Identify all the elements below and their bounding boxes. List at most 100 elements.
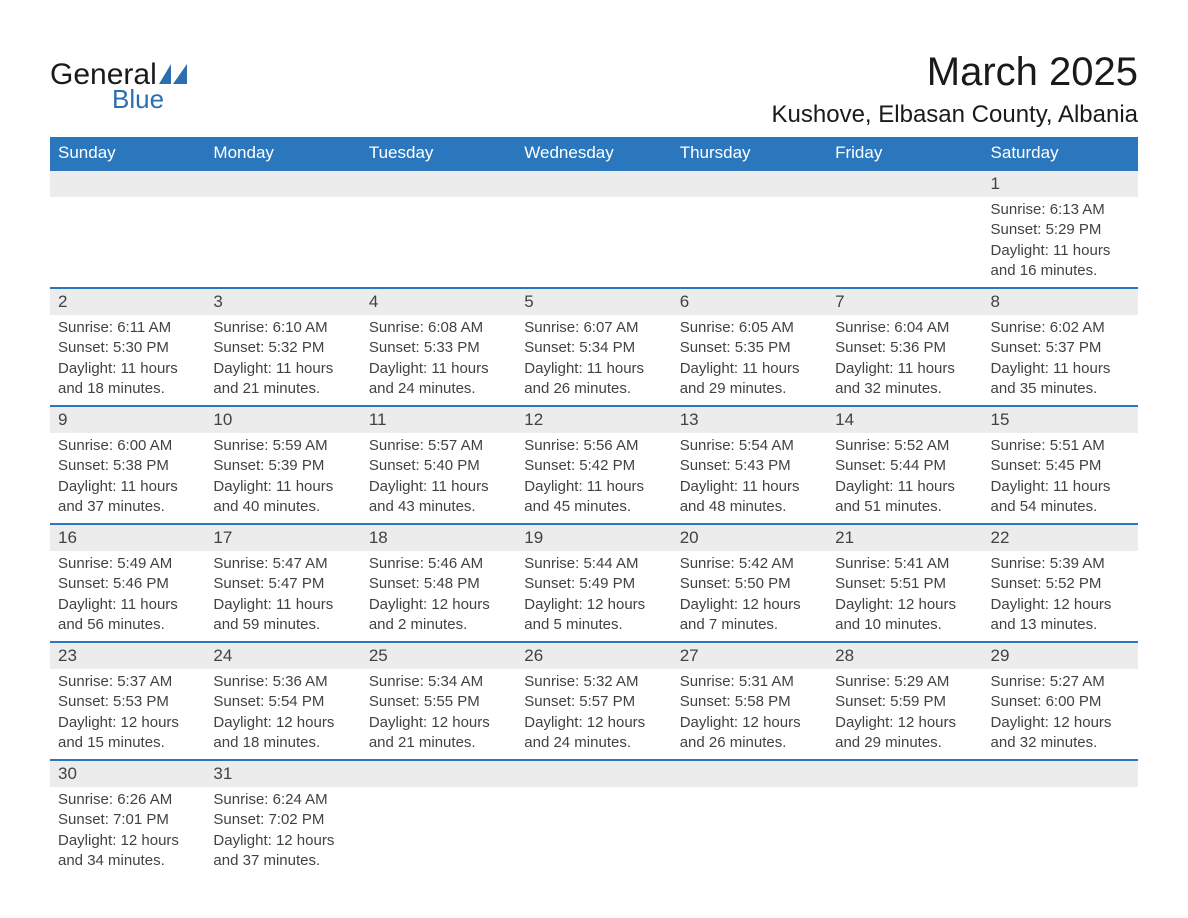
day-number: 7 xyxy=(827,289,982,315)
sunrise-text: Sunrise: 5:51 AM xyxy=(991,436,1130,456)
sunset-text: Sunset: 5:29 PM xyxy=(991,220,1130,240)
calendar-cell: 1Sunrise: 6:13 AMSunset: 5:29 PMDaylight… xyxy=(983,170,1138,288)
calendar-cell: 24Sunrise: 5:36 AMSunset: 5:54 PMDayligh… xyxy=(205,642,360,760)
sunset-text: Sunset: 5:45 PM xyxy=(991,456,1130,476)
day-details: Sunrise: 5:59 AMSunset: 5:39 PMDaylight:… xyxy=(205,433,360,523)
sunset-text: Sunset: 5:43 PM xyxy=(680,456,819,476)
day-number xyxy=(50,171,205,197)
page-title: March 2025 xyxy=(772,50,1138,95)
day-number: 18 xyxy=(361,525,516,551)
day-details: Sunrise: 5:56 AMSunset: 5:42 PMDaylight:… xyxy=(516,433,671,523)
day-details xyxy=(205,197,360,206)
sunrise-text: Sunrise: 6:07 AM xyxy=(524,318,663,338)
day-details: Sunrise: 6:13 AMSunset: 5:29 PMDaylight:… xyxy=(983,197,1138,287)
calendar-week-row: 9Sunrise: 6:00 AMSunset: 5:38 PMDaylight… xyxy=(50,406,1138,524)
day-number: 11 xyxy=(361,407,516,433)
day-details xyxy=(516,197,671,206)
day-number xyxy=(672,171,827,197)
day-number xyxy=(827,171,982,197)
calendar-cell: 21Sunrise: 5:41 AMSunset: 5:51 PMDayligh… xyxy=(827,524,982,642)
calendar-week-row: 1Sunrise: 6:13 AMSunset: 5:29 PMDaylight… xyxy=(50,170,1138,288)
daylight-text: Daylight: 11 hours and 26 minutes. xyxy=(524,359,663,400)
day-details: Sunrise: 5:47 AMSunset: 5:47 PMDaylight:… xyxy=(205,551,360,641)
sunrise-text: Sunrise: 6:13 AM xyxy=(991,200,1130,220)
calendar-cell: 8Sunrise: 6:02 AMSunset: 5:37 PMDaylight… xyxy=(983,288,1138,406)
sunset-text: Sunset: 6:00 PM xyxy=(991,692,1130,712)
daylight-text: Daylight: 12 hours and 21 minutes. xyxy=(369,713,508,754)
day-number xyxy=(672,761,827,787)
day-number: 22 xyxy=(983,525,1138,551)
calendar-cell xyxy=(827,170,982,288)
sunrise-text: Sunrise: 5:32 AM xyxy=(524,672,663,692)
sunset-text: Sunset: 5:33 PM xyxy=(369,338,508,358)
sunrise-text: Sunrise: 5:46 AM xyxy=(369,554,508,574)
calendar-cell: 13Sunrise: 5:54 AMSunset: 5:43 PMDayligh… xyxy=(672,406,827,524)
daylight-text: Daylight: 12 hours and 24 minutes. xyxy=(524,713,663,754)
title-block: March 2025 Kushove, Elbasan County, Alba… xyxy=(772,50,1138,129)
day-details: Sunrise: 5:37 AMSunset: 5:53 PMDaylight:… xyxy=(50,669,205,759)
day-details xyxy=(50,197,205,206)
sunset-text: Sunset: 5:40 PM xyxy=(369,456,508,476)
calendar-cell: 28Sunrise: 5:29 AMSunset: 5:59 PMDayligh… xyxy=(827,642,982,760)
calendar-cell: 16Sunrise: 5:49 AMSunset: 5:46 PMDayligh… xyxy=(50,524,205,642)
sunrise-text: Sunrise: 5:42 AM xyxy=(680,554,819,574)
daylight-text: Daylight: 12 hours and 32 minutes. xyxy=(991,713,1130,754)
day-number: 14 xyxy=(827,407,982,433)
calendar-cell xyxy=(672,760,827,877)
day-details: Sunrise: 5:34 AMSunset: 5:55 PMDaylight:… xyxy=(361,669,516,759)
day-details: Sunrise: 5:29 AMSunset: 5:59 PMDaylight:… xyxy=(827,669,982,759)
calendar-cell: 14Sunrise: 5:52 AMSunset: 5:44 PMDayligh… xyxy=(827,406,982,524)
sunset-text: Sunset: 5:39 PM xyxy=(213,456,352,476)
daylight-text: Daylight: 11 hours and 32 minutes. xyxy=(835,359,974,400)
day-number: 5 xyxy=(516,289,671,315)
calendar-cell xyxy=(516,170,671,288)
calendar-cell: 18Sunrise: 5:46 AMSunset: 5:48 PMDayligh… xyxy=(361,524,516,642)
sunset-text: Sunset: 5:46 PM xyxy=(58,574,197,594)
sunrise-text: Sunrise: 5:56 AM xyxy=(524,436,663,456)
sunset-text: Sunset: 5:52 PM xyxy=(991,574,1130,594)
day-number: 25 xyxy=(361,643,516,669)
calendar-cell: 5Sunrise: 6:07 AMSunset: 5:34 PMDaylight… xyxy=(516,288,671,406)
calendar-cell: 17Sunrise: 5:47 AMSunset: 5:47 PMDayligh… xyxy=(205,524,360,642)
sunrise-text: Sunrise: 6:08 AM xyxy=(369,318,508,338)
sunrise-text: Sunrise: 6:10 AM xyxy=(213,318,352,338)
logo: General Blue xyxy=(50,50,187,112)
day-details: Sunrise: 5:39 AMSunset: 5:52 PMDaylight:… xyxy=(983,551,1138,641)
sunrise-text: Sunrise: 5:37 AM xyxy=(58,672,197,692)
calendar-cell: 23Sunrise: 5:37 AMSunset: 5:53 PMDayligh… xyxy=(50,642,205,760)
calendar-week-row: 16Sunrise: 5:49 AMSunset: 5:46 PMDayligh… xyxy=(50,524,1138,642)
daylight-text: Daylight: 11 hours and 56 minutes. xyxy=(58,595,197,636)
page-subtitle: Kushove, Elbasan County, Albania xyxy=(772,101,1138,129)
day-header: Friday xyxy=(827,137,982,170)
sunrise-text: Sunrise: 5:31 AM xyxy=(680,672,819,692)
daylight-text: Daylight: 11 hours and 35 minutes. xyxy=(991,359,1130,400)
calendar-cell xyxy=(672,170,827,288)
daylight-text: Daylight: 12 hours and 34 minutes. xyxy=(58,831,197,872)
day-number xyxy=(516,761,671,787)
sunrise-text: Sunrise: 6:24 AM xyxy=(213,790,352,810)
sunrise-text: Sunrise: 5:29 AM xyxy=(835,672,974,692)
day-details: Sunrise: 6:00 AMSunset: 5:38 PMDaylight:… xyxy=(50,433,205,523)
sunset-text: Sunset: 5:38 PM xyxy=(58,456,197,476)
calendar-table: Sunday Monday Tuesday Wednesday Thursday… xyxy=(50,137,1138,877)
sunrise-text: Sunrise: 6:00 AM xyxy=(58,436,197,456)
daylight-text: Daylight: 11 hours and 54 minutes. xyxy=(991,477,1130,518)
calendar-cell: 6Sunrise: 6:05 AMSunset: 5:35 PMDaylight… xyxy=(672,288,827,406)
day-details: Sunrise: 6:11 AMSunset: 5:30 PMDaylight:… xyxy=(50,315,205,405)
day-header: Saturday xyxy=(983,137,1138,170)
sunset-text: Sunset: 5:49 PM xyxy=(524,574,663,594)
day-details: Sunrise: 6:07 AMSunset: 5:34 PMDaylight:… xyxy=(516,315,671,405)
day-details: Sunrise: 6:24 AMSunset: 7:02 PMDaylight:… xyxy=(205,787,360,877)
sunrise-text: Sunrise: 5:57 AM xyxy=(369,436,508,456)
daylight-text: Daylight: 11 hours and 59 minutes. xyxy=(213,595,352,636)
calendar-cell: 10Sunrise: 5:59 AMSunset: 5:39 PMDayligh… xyxy=(205,406,360,524)
daylight-text: Daylight: 11 hours and 45 minutes. xyxy=(524,477,663,518)
day-number: 1 xyxy=(983,171,1138,197)
calendar-cell: 30Sunrise: 6:26 AMSunset: 7:01 PMDayligh… xyxy=(50,760,205,877)
sunset-text: Sunset: 5:30 PM xyxy=(58,338,197,358)
day-details xyxy=(361,197,516,206)
day-details: Sunrise: 5:52 AMSunset: 5:44 PMDaylight:… xyxy=(827,433,982,523)
day-number: 28 xyxy=(827,643,982,669)
day-number: 3 xyxy=(205,289,360,315)
day-header: Sunday xyxy=(50,137,205,170)
